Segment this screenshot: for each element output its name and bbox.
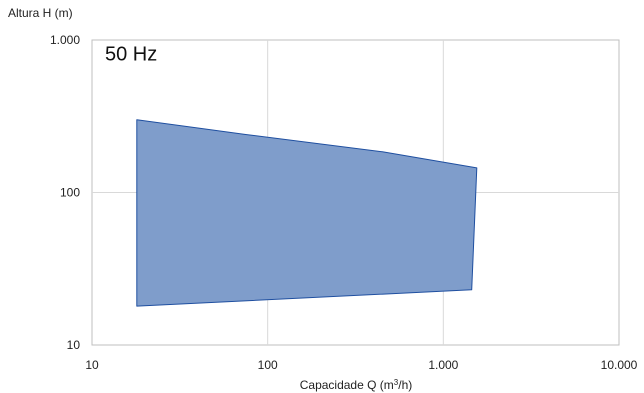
x-tick-labels: 10 100 1.000 10.000 (85, 358, 637, 372)
x-axis-title-end: /h) (398, 378, 412, 392)
x-tick-label-1: 100 (258, 358, 278, 372)
x-axis-title-main: Capacidade Q (m (300, 378, 394, 392)
x-tick-label-3: 10.000 (601, 358, 638, 372)
x-tick-label-0: 10 (85, 358, 99, 372)
frequency-label: 50 Hz (105, 43, 157, 65)
y-tick-label-1: 100 (60, 186, 80, 200)
y-axis-title: Altura H (m) (8, 6, 73, 20)
x-tick-label-2: 1.000 (428, 358, 458, 372)
y-tick-label-2: 1.000 (50, 33, 80, 47)
y-tick-label-0: 10 (67, 338, 81, 352)
x-axis-title-sup: 3 (394, 378, 399, 387)
y-tick-labels: 10 100 1.000 (50, 33, 80, 352)
x-axis-title: Capacidade Q (m3/h) (300, 378, 413, 393)
operating-range-area (136, 119, 478, 307)
